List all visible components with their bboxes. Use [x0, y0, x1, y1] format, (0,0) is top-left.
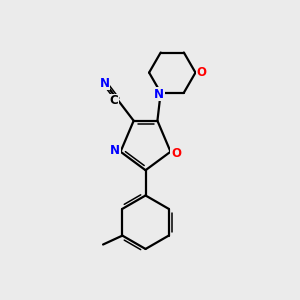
- Text: O: O: [196, 66, 206, 79]
- Text: N: N: [154, 88, 164, 101]
- Text: C: C: [110, 94, 118, 107]
- Text: O: O: [171, 147, 181, 160]
- Text: N: N: [100, 77, 110, 90]
- Text: N: N: [110, 144, 120, 157]
